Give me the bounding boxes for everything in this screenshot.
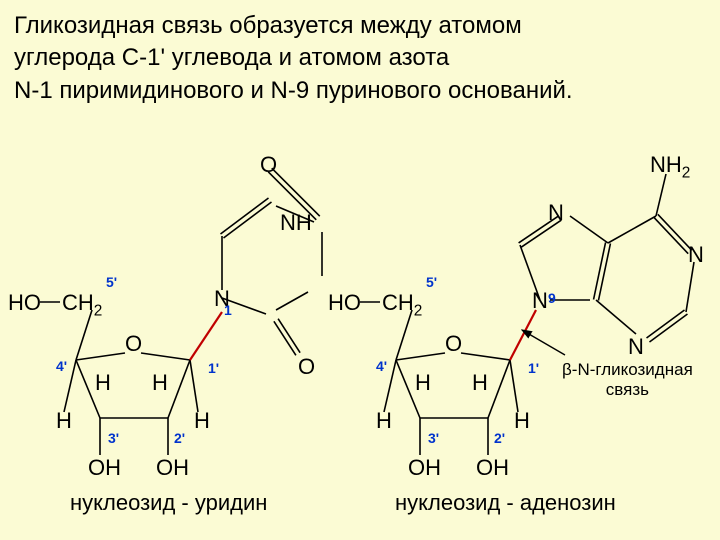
annotation-text1: -N-гликозидная [572, 360, 693, 379]
annotation-line1: β-N-гликозидная [562, 360, 693, 380]
glycosidic-annotation: β-N-гликозидная связь [562, 360, 693, 400]
caption-right: нуклеозид - аденозин [395, 490, 616, 516]
caption-left: нуклеозид - уридин [70, 490, 267, 516]
beta-symbol: β [562, 360, 572, 379]
annotation-line2: связь [562, 380, 693, 400]
